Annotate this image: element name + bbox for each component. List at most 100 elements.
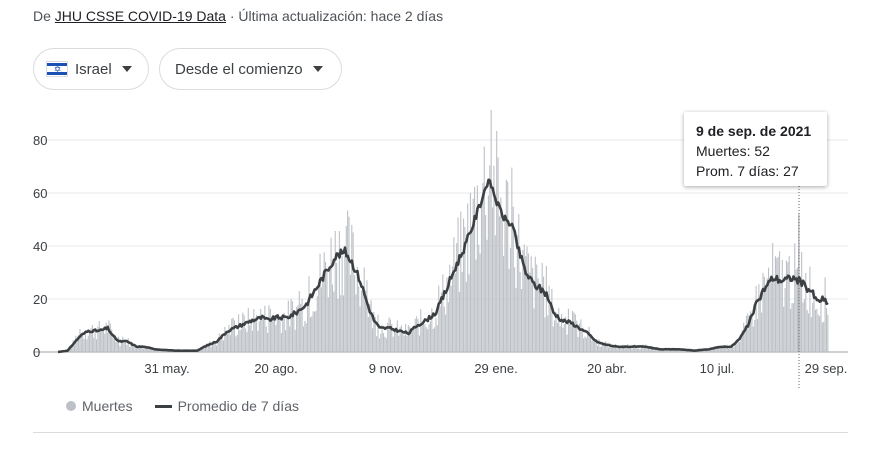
deaths-bar [718,345,720,352]
deaths-bar [87,335,89,352]
deaths-bar [554,320,556,352]
deaths-chart[interactable]: 0 20 40 60 80 31 may. 20 ago. 9 nov. 29 ene. 20 a… [0,100,878,390]
deaths-bar [549,304,552,352]
deaths-bar [559,326,561,352]
deaths-bar [399,327,401,352]
deaths-bar [526,246,528,352]
source-link[interactable]: JHU CSSE COVID-19 Data [54,8,226,24]
deaths-bar [461,271,463,352]
deaths-bar [551,288,553,352]
deaths-bar [790,308,792,352]
deaths-bar [598,339,600,352]
deaths-bar [584,336,586,352]
deaths-bar [320,287,322,352]
deaths-bar [207,345,209,352]
deaths-bar [338,231,340,352]
deaths-bar [291,301,293,352]
deaths-bar [733,346,735,352]
deaths-bar [360,290,362,352]
deaths-bar [762,272,764,352]
deaths-bar [129,346,131,352]
deaths-bar [587,332,589,352]
deaths-bar [229,334,231,352]
deaths-bar [152,350,154,352]
deaths-bar [716,347,719,352]
deaths-bar [283,312,285,352]
deaths-bar [725,347,727,352]
deaths-bar [75,335,77,352]
deaths-bar [616,348,618,352]
deaths-bar [791,303,793,352]
deaths-bar [516,235,518,352]
deaths-bar [827,314,829,352]
deaths-bar [723,346,725,352]
deaths-bar [744,326,746,352]
deaths-bar [329,270,331,352]
deaths-bar [556,322,558,352]
deaths-bar [596,345,598,352]
deaths-bar [80,335,82,352]
deaths-bar [130,341,132,352]
deaths-bar [787,262,789,352]
average-line [57,178,829,354]
deaths-bar [300,303,302,352]
legend-item-average[interactable]: Promedio de 7 días [154,398,299,414]
deaths-bar [119,346,121,352]
deaths-bar [203,347,205,352]
deaths-bar [340,295,342,352]
deaths-bar [89,330,91,352]
range-select[interactable]: Desde el comienzo [159,48,342,90]
deaths-bar [774,256,776,352]
deaths-bar [817,314,819,352]
country-select[interactable]: ✡ Israel [33,48,149,90]
deaths-bar [416,316,418,352]
deaths-bar [675,349,677,352]
deaths-bar [761,312,763,352]
deaths-bar [213,343,215,352]
deaths-bar [566,334,568,352]
deaths-bar [261,318,263,352]
deaths-bar [239,330,241,352]
deaths-bar [602,342,604,352]
deaths-bar [491,207,494,352]
deaths-bar [607,347,609,352]
deaths-bar [82,333,84,352]
y-tick-label: 40 [33,239,47,254]
deaths-bar [743,322,745,352]
deaths-bar [325,261,327,352]
deaths-bar [522,249,524,352]
legend-item-deaths[interactable]: Muertes [66,398,133,414]
deaths-bar [76,339,78,352]
deaths-bar [427,329,429,352]
deaths-bar [225,330,227,352]
deaths-bar [108,320,110,352]
deaths-bar [106,332,109,352]
deaths-bar [231,318,233,352]
x-tick-label: 29 ene. [474,361,517,376]
deaths-bar [788,256,790,352]
deaths-bar [435,317,437,352]
deaths-bar [523,244,525,352]
deaths-bar [247,308,249,352]
deaths-bar [515,288,517,352]
deaths-bar [286,318,288,352]
deaths-bar [802,302,804,352]
deaths-bar [812,302,814,352]
deaths-bar [138,344,140,352]
deaths-bar [756,319,759,352]
deaths-bar [547,315,549,352]
deaths-bar [118,336,120,352]
deaths-bar [773,277,775,352]
deaths-bar [140,346,142,352]
deaths-bar [779,251,781,352]
deaths-bar [218,333,220,352]
deaths-bar [472,198,474,352]
deaths-bar [406,335,408,352]
deaths-bar [498,216,500,352]
deaths-bar [323,252,325,352]
deaths-bar [240,328,242,352]
deaths-bar [159,350,161,352]
deaths-bar [631,349,633,352]
deaths-bar [133,346,135,352]
deaths-bar [160,350,162,352]
